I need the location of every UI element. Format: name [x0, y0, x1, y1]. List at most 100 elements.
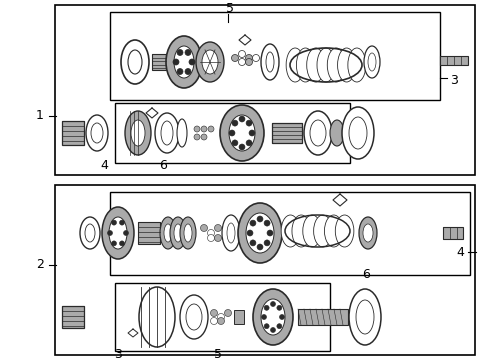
Ellipse shape	[102, 207, 134, 259]
Ellipse shape	[201, 126, 206, 132]
Ellipse shape	[264, 240, 269, 246]
Ellipse shape	[228, 130, 235, 136]
Ellipse shape	[245, 120, 251, 126]
Ellipse shape	[194, 134, 200, 140]
Ellipse shape	[335, 215, 353, 247]
Ellipse shape	[210, 310, 217, 316]
Bar	[442, 227, 462, 239]
Text: 4: 4	[455, 246, 463, 258]
Ellipse shape	[231, 140, 238, 146]
Ellipse shape	[248, 130, 254, 136]
Ellipse shape	[85, 224, 95, 242]
Ellipse shape	[281, 215, 299, 247]
Ellipse shape	[261, 299, 285, 335]
Ellipse shape	[231, 120, 238, 126]
Ellipse shape	[107, 230, 112, 235]
Bar	[439, 56, 467, 65]
Ellipse shape	[238, 50, 245, 58]
Ellipse shape	[194, 126, 200, 132]
Ellipse shape	[264, 220, 269, 226]
Ellipse shape	[131, 120, 145, 146]
Ellipse shape	[324, 215, 343, 247]
Text: 5: 5	[225, 1, 234, 14]
Ellipse shape	[161, 121, 173, 145]
Ellipse shape	[329, 120, 343, 146]
Ellipse shape	[139, 287, 175, 347]
Ellipse shape	[226, 223, 235, 243]
Ellipse shape	[177, 49, 183, 55]
Ellipse shape	[347, 48, 365, 82]
Ellipse shape	[261, 44, 279, 80]
Ellipse shape	[177, 68, 183, 75]
Ellipse shape	[239, 116, 244, 122]
Ellipse shape	[279, 315, 284, 320]
Ellipse shape	[109, 217, 127, 249]
Ellipse shape	[123, 230, 128, 235]
Ellipse shape	[276, 324, 281, 329]
Ellipse shape	[363, 46, 379, 78]
Ellipse shape	[337, 48, 355, 82]
Ellipse shape	[355, 300, 373, 334]
Ellipse shape	[119, 220, 124, 225]
Ellipse shape	[358, 217, 376, 249]
Ellipse shape	[111, 241, 116, 246]
Ellipse shape	[170, 217, 185, 249]
Ellipse shape	[252, 289, 292, 345]
Ellipse shape	[257, 244, 263, 250]
Ellipse shape	[210, 318, 217, 324]
Ellipse shape	[264, 305, 268, 310]
Ellipse shape	[214, 225, 221, 231]
Text: 1: 1	[36, 109, 44, 122]
Ellipse shape	[222, 215, 240, 251]
Ellipse shape	[173, 59, 179, 65]
Ellipse shape	[266, 230, 272, 236]
Ellipse shape	[183, 224, 192, 242]
Ellipse shape	[165, 36, 202, 88]
Ellipse shape	[326, 48, 345, 82]
Ellipse shape	[214, 234, 221, 242]
Ellipse shape	[202, 50, 218, 74]
Ellipse shape	[128, 50, 142, 74]
Ellipse shape	[160, 217, 176, 249]
Ellipse shape	[180, 217, 196, 249]
Ellipse shape	[155, 113, 179, 153]
Ellipse shape	[285, 48, 304, 82]
Ellipse shape	[231, 54, 238, 62]
Ellipse shape	[207, 230, 214, 237]
Bar	[55, 185, 474, 355]
Bar	[297, 309, 347, 325]
Bar	[115, 283, 329, 351]
Bar	[138, 222, 160, 244]
Bar	[115, 103, 349, 163]
Ellipse shape	[257, 216, 263, 222]
Bar	[271, 123, 302, 143]
Bar	[234, 310, 244, 324]
Ellipse shape	[119, 241, 124, 246]
Text: 3: 3	[114, 347, 122, 360]
Ellipse shape	[265, 52, 273, 72]
Ellipse shape	[207, 126, 214, 132]
Ellipse shape	[348, 289, 380, 345]
Ellipse shape	[264, 324, 268, 329]
Ellipse shape	[245, 140, 251, 146]
Ellipse shape	[220, 105, 264, 161]
Ellipse shape	[341, 107, 373, 159]
Text: 5: 5	[214, 347, 222, 360]
Bar	[152, 54, 165, 70]
Ellipse shape	[245, 58, 252, 66]
Ellipse shape	[252, 54, 259, 62]
Ellipse shape	[302, 215, 321, 247]
Ellipse shape	[246, 230, 252, 236]
Text: 6: 6	[361, 267, 369, 280]
Ellipse shape	[276, 305, 281, 310]
Ellipse shape	[185, 304, 202, 330]
Ellipse shape	[207, 234, 214, 242]
Ellipse shape	[174, 224, 182, 242]
Ellipse shape	[174, 46, 194, 78]
Ellipse shape	[238, 58, 245, 66]
Text: 4: 4	[100, 159, 108, 172]
Text: 3: 3	[449, 73, 457, 86]
Ellipse shape	[316, 48, 334, 82]
Ellipse shape	[224, 310, 231, 316]
Ellipse shape	[217, 318, 224, 324]
